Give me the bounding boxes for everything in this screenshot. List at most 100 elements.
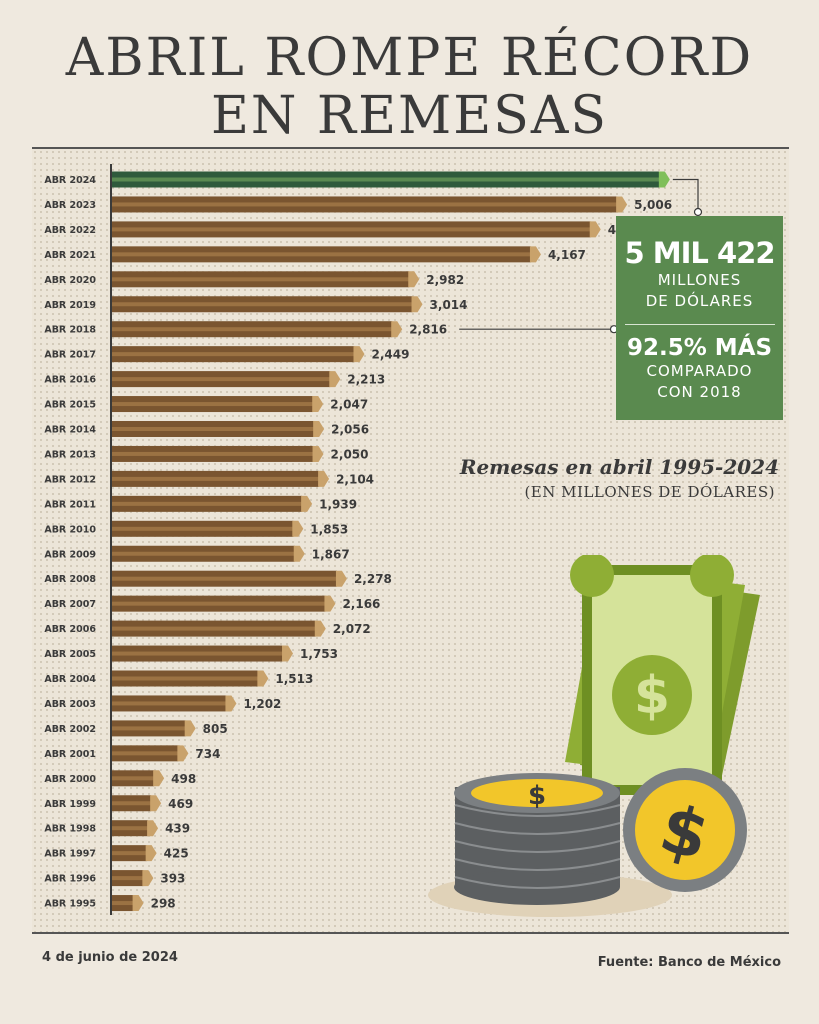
bar-tip <box>142 870 154 887</box>
svg-text:$: $ <box>528 781 546 811</box>
top-divider <box>32 147 789 149</box>
svg-text:$: $ <box>634 666 670 726</box>
value-label: 2,056 <box>331 423 369 437</box>
bar-stripe <box>112 826 149 831</box>
value-label: 298 <box>151 897 176 911</box>
value-label: 2,072 <box>333 622 371 636</box>
value-label: 734 <box>195 747 220 761</box>
bar-stripe <box>112 726 186 731</box>
value-label: 1,753 <box>300 647 338 661</box>
bar-stripe <box>112 177 660 182</box>
bar-tip <box>589 221 601 238</box>
value-label: 1,202 <box>243 697 281 711</box>
bar-tip <box>411 296 423 313</box>
bar-tip <box>132 895 144 912</box>
category-label: ABR 2002 <box>44 724 96 735</box>
value-label: 805 <box>203 722 228 736</box>
bar-tip <box>177 745 189 762</box>
bottom-divider <box>32 932 789 934</box>
bar-stripe <box>112 252 531 257</box>
bar-tip <box>324 595 336 612</box>
value-label: 2,050 <box>331 447 369 461</box>
callout-compare-line1: COMPARADO <box>646 362 753 380</box>
category-label: ABR 1998 <box>44 824 96 835</box>
category-label: ABR 2009 <box>44 549 96 560</box>
bar-tip <box>658 171 670 188</box>
money-illustration: $ $ $ <box>428 555 760 917</box>
value-label: 2,166 <box>342 597 380 611</box>
category-label: ABR 2010 <box>44 524 96 535</box>
value-label: 2,213 <box>347 373 385 387</box>
category-label: ABR 2024 <box>44 175 96 186</box>
callout-value: 5 MIL 422 <box>624 236 775 270</box>
value-label: 2,278 <box>354 572 392 586</box>
category-label: ABR 2019 <box>44 300 96 311</box>
title-line-2: EN REMESAS <box>210 86 609 146</box>
bar-tip <box>318 470 330 487</box>
category-label: ABR 2023 <box>44 200 96 211</box>
leader-line-2024 <box>672 178 699 212</box>
bar-stripe <box>112 352 355 357</box>
bar-tip <box>184 720 196 737</box>
category-label: ABR 2012 <box>44 474 96 485</box>
bar-tip <box>150 795 162 812</box>
callout-divider <box>624 324 775 325</box>
coin-stack-icon: $ <box>454 773 621 905</box>
bar-stripe <box>112 626 316 631</box>
callout-percent: 92.5% MÁS <box>626 335 773 361</box>
value-label: 439 <box>165 822 190 836</box>
value-label: 1,853 <box>310 522 348 536</box>
category-label: ABR 2020 <box>44 275 96 286</box>
category-label: ABR 2017 <box>44 350 96 361</box>
bar-tip <box>312 396 324 413</box>
category-label: ABR 1995 <box>44 899 96 910</box>
category-label: ABR 2013 <box>44 449 96 460</box>
value-label: 4,167 <box>548 248 586 262</box>
leader-dot-2024 <box>693 207 703 217</box>
bar-stripe <box>112 427 315 431</box>
bar-tip <box>314 620 326 637</box>
source-credit: Fuente: Banco de México <box>597 955 781 970</box>
value-label: 1,513 <box>275 672 313 686</box>
bar-tip <box>225 695 237 712</box>
banknotes-icon: $ <box>565 555 760 795</box>
category-label: ABR 2000 <box>44 774 96 785</box>
value-label: 1,867 <box>312 547 350 561</box>
bar-tip <box>391 321 403 338</box>
bar-stripe <box>112 202 618 207</box>
bar-tip <box>147 820 159 837</box>
bar-stripe <box>112 377 331 382</box>
category-label: ABR 2016 <box>44 375 96 386</box>
value-label: 2,047 <box>330 398 368 412</box>
chart-title: Remesas en abril 1995-2024 <box>459 455 779 479</box>
bar-tip <box>329 371 341 388</box>
category-label: ABR 2011 <box>44 499 96 510</box>
category-label: ABR 2004 <box>44 674 96 685</box>
bar-stripe <box>112 501 303 506</box>
value-label: 5,006 <box>634 198 672 212</box>
category-label: ABR 2006 <box>44 624 96 635</box>
bar-tip <box>292 520 304 537</box>
bar-stripe <box>112 701 227 706</box>
bar-stripe <box>112 676 259 681</box>
chart-subtitle: (EN MILLONES DE DÓLARES) <box>524 483 775 501</box>
bar-tip <box>301 495 313 512</box>
bar-stripe <box>112 851 147 856</box>
bar-stripe <box>112 451 314 456</box>
category-label: ABR 2015 <box>44 400 96 411</box>
category-label: ABR 1997 <box>44 849 96 860</box>
record-callout-box: 5 MIL 422 MILLONES DE DÓLARES 92.5% MÁS … <box>616 216 783 420</box>
value-label: 393 <box>160 872 185 886</box>
category-label: ABR 2001 <box>44 749 96 760</box>
bar-tip <box>312 445 324 462</box>
callout-compare-line2: CON 2018 <box>657 383 742 401</box>
callout-unit-line1: MILLONES <box>657 271 742 289</box>
category-label: ABR 1999 <box>44 799 96 810</box>
bar-stripe <box>112 776 155 781</box>
bar-stripe <box>112 876 144 881</box>
value-label: 498 <box>171 772 196 786</box>
bar-stripe <box>112 526 294 531</box>
value-label: 2,104 <box>336 472 374 486</box>
category-label: ABR 2014 <box>44 425 96 436</box>
